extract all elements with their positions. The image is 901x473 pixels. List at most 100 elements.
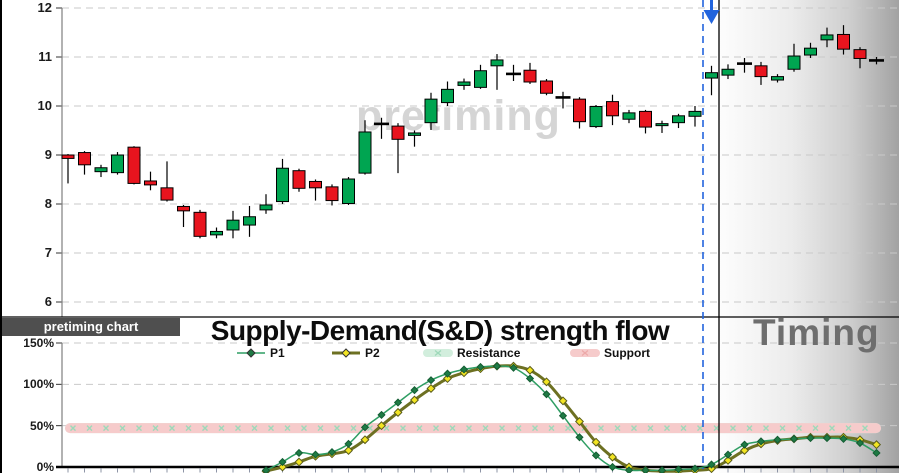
- legend-item-p2: P2: [331, 346, 380, 360]
- candle-up: [721, 68, 735, 76]
- support-band: [65, 423, 881, 434]
- band-mark: [796, 425, 802, 432]
- candle-up: [210, 230, 223, 236]
- series-marker-p1: [344, 439, 353, 448]
- band-mark: [103, 425, 109, 432]
- series-marker-p1: [294, 448, 304, 458]
- band-mark: [334, 425, 340, 432]
- series-line-p2: [265, 364, 877, 473]
- legend-label: Support: [604, 346, 650, 360]
- candle-up: [111, 154, 124, 174]
- candle-doji: [869, 59, 884, 62]
- candle-doji: [374, 122, 389, 126]
- series-marker-p2: [541, 377, 552, 387]
- sd-plot: [56, 342, 899, 473]
- candle-up: [705, 72, 718, 79]
- band-mark: [763, 425, 769, 432]
- series-marker-p1: [558, 411, 568, 420]
- band-mark: [136, 425, 142, 432]
- band-mark: [565, 425, 571, 432]
- timing-forecast-zone: [719, 0, 899, 473]
- candle-down: [523, 69, 537, 83]
- candle-up: [457, 81, 471, 86]
- candle-up: [787, 55, 801, 70]
- candle-down: [61, 154, 75, 159]
- series-marker-p1: [327, 448, 337, 457]
- candle-up: [688, 110, 702, 117]
- series-marker-p2: [442, 374, 453, 384]
- band-mark: [664, 425, 670, 432]
- band-mark: [301, 425, 307, 432]
- band-mark: [779, 425, 786, 432]
- candle-up: [820, 34, 834, 41]
- series-marker-p1: [723, 450, 733, 459]
- frame-left-border: [0, 0, 2, 473]
- candle-up: [342, 178, 355, 205]
- series-marker-p1: [575, 433, 584, 442]
- candle-down: [177, 205, 190, 212]
- band-mark: [235, 425, 241, 432]
- band-mark: [598, 425, 604, 432]
- series-marker-p2: [525, 365, 535, 375]
- watermark-text: pretiming: [356, 92, 561, 140]
- sd-legend: P1 P2 Resistance Support: [0, 346, 901, 362]
- candle-up: [408, 132, 421, 136]
- band-mark: [218, 425, 225, 432]
- candle-up: [259, 204, 273, 211]
- candle-down: [193, 211, 207, 237]
- band-mark: [284, 425, 291, 432]
- candle-down: [639, 110, 652, 128]
- band-mark: [350, 425, 357, 432]
- band-mark: [202, 425, 208, 432]
- band-mark: [499, 425, 505, 432]
- series-marker-p2: [739, 445, 750, 455]
- series-marker-p1: [822, 433, 832, 443]
- band-mark: [433, 425, 439, 432]
- series-marker-p2: [426, 383, 436, 393]
- legend-swatch-icon: [423, 349, 453, 357]
- band-mark: [532, 425, 538, 432]
- series-marker-p2: [343, 445, 354, 455]
- band-mark: [631, 425, 637, 432]
- series-marker-p1: [426, 376, 436, 385]
- signal-arrow-stem: [710, 0, 713, 11]
- sd-chart-title: Supply-Demand(S&D) strength flow: [210, 315, 670, 346]
- candle-up: [672, 115, 685, 124]
- series-marker-p2: [277, 462, 288, 472]
- band-mark: [251, 425, 258, 432]
- series-marker-p2: [574, 417, 585, 427]
- candle-up: [804, 47, 817, 56]
- legend-label: Resistance: [457, 346, 521, 360]
- series-marker-p1: [311, 450, 320, 459]
- series-marker-p1: [806, 433, 815, 443]
- band-mark: [515, 425, 522, 432]
- series-marker-p1: [459, 365, 469, 374]
- series-marker-p1: [641, 466, 650, 473]
- band-mark: [367, 425, 373, 432]
- series-marker-p1: [773, 435, 782, 444]
- band-mark: [449, 425, 456, 432]
- band-mark: [845, 425, 852, 432]
- series-marker-p1: [839, 434, 848, 444]
- candle-up: [276, 167, 289, 203]
- candle-up: [655, 123, 669, 127]
- band-mark: [119, 425, 126, 432]
- candle-up: [490, 59, 504, 67]
- candle-up: [622, 112, 636, 120]
- legend-swatch-icon: [570, 349, 600, 357]
- candle-up: [424, 98, 438, 124]
- series-marker-p2: [591, 437, 601, 447]
- series-marker-p2: [871, 440, 882, 450]
- candle-down: [573, 98, 586, 123]
- band-mark: [862, 425, 868, 432]
- signal-down-arrow-icon: [703, 10, 720, 24]
- series-marker-p1: [360, 423, 370, 432]
- series-marker-p1: [657, 466, 667, 473]
- legend-item-support: Support: [570, 346, 650, 360]
- band-mark: [169, 425, 175, 432]
- band-mark: [383, 425, 390, 432]
- signal-annotations: [702, 0, 720, 469]
- series-marker-p2: [360, 435, 370, 445]
- band-mark: [829, 425, 835, 432]
